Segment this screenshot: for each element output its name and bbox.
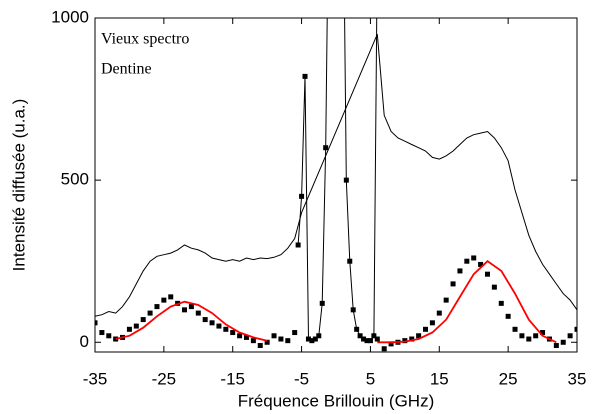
data-point: [388, 341, 394, 347]
data-point: [264, 339, 270, 345]
plot-frame: [94, 17, 578, 353]
data-point: [188, 304, 194, 310]
data-point: [367, 338, 373, 344]
data-point: [429, 320, 435, 326]
data-point: [223, 326, 229, 332]
data-point: [316, 333, 322, 339]
series-line: [115, 260, 557, 344]
data-point: [343, 177, 349, 183]
data-point: [512, 326, 518, 332]
data-point: [147, 310, 153, 316]
data-point: [478, 261, 484, 267]
x-tick-label: -25: [152, 369, 177, 388]
data-point: [519, 333, 525, 339]
data-point: [491, 284, 497, 290]
data-point: [202, 317, 208, 323]
data-point: [374, 336, 380, 342]
data-point: [505, 313, 511, 319]
data-point: [361, 336, 367, 342]
x-tick-label: 35: [568, 369, 587, 388]
y-axis-label: Intensité diffusée (u.a.): [9, 99, 28, 272]
data-point: [409, 336, 415, 342]
data-point: [574, 326, 577, 332]
annotation: Dentine: [101, 61, 152, 78]
data-point: [237, 333, 243, 339]
data-point: [305, 336, 311, 342]
data-point: [553, 343, 559, 349]
data-point: [471, 255, 477, 261]
data-point: [154, 304, 160, 310]
data-point: [450, 281, 456, 287]
data-point: [402, 338, 408, 344]
data-point: [323, 145, 329, 151]
data-point: [250, 338, 256, 344]
plot-area: [95, 18, 577, 352]
data-point: [257, 343, 263, 349]
data-point: [161, 297, 167, 303]
data-point: [106, 333, 112, 339]
x-tick-label: -5: [294, 369, 309, 388]
data-point: [309, 338, 315, 344]
data-point: [292, 330, 298, 336]
data-point: [195, 310, 201, 316]
x-tick-label: -15: [220, 369, 245, 388]
data-point: [560, 339, 566, 345]
x-tick-label: -35: [83, 369, 108, 388]
data-point: [302, 73, 308, 79]
data-point: [285, 338, 291, 344]
data-point: [464, 258, 470, 264]
x-tick-label: 5: [366, 369, 375, 388]
series-line: [297, 18, 378, 342]
data-point: [416, 333, 422, 339]
data-point: [271, 333, 277, 339]
data-point: [99, 330, 105, 336]
series-line: [95, 34, 577, 317]
y-tick-label: 1000: [51, 7, 89, 26]
data-point: [278, 336, 284, 342]
data-point: [364, 338, 370, 344]
y-tick-label: 500: [61, 170, 89, 189]
data-point: [526, 336, 532, 342]
data-point: [436, 310, 442, 316]
data-point: [230, 330, 236, 336]
y-tick-label: 0: [80, 332, 89, 351]
data-point: [182, 307, 188, 313]
data-point: [443, 297, 449, 303]
data-point: [140, 317, 146, 323]
data-point: [168, 294, 174, 300]
data-point: [498, 300, 504, 306]
data-point: [567, 333, 573, 339]
data-point: [209, 320, 215, 326]
annotation: Vieux spectro: [101, 31, 189, 48]
data-point: [319, 300, 325, 306]
data-point: [423, 326, 429, 332]
data-point: [371, 333, 377, 339]
data-point: [457, 268, 463, 274]
data-point: [133, 323, 139, 329]
data-point: [350, 307, 356, 313]
data-point: [299, 193, 305, 199]
data-point: [216, 323, 222, 329]
data-point: [312, 336, 318, 342]
x-axis-label: Fréquence Brillouin (GHz): [238, 391, 435, 410]
data-point: [113, 336, 119, 342]
data-point: [381, 346, 387, 352]
data-point: [95, 320, 98, 326]
data-point: [533, 333, 539, 339]
data-point: [243, 334, 249, 340]
data-point: [540, 330, 546, 336]
data-point: [484, 271, 490, 277]
data-point: [357, 333, 363, 339]
data-point: [126, 326, 132, 332]
x-tick-label: 25: [499, 369, 518, 388]
data-point: [347, 258, 353, 264]
data-point: [354, 326, 360, 332]
data-point: [295, 242, 301, 248]
x-tick-label: 15: [430, 369, 449, 388]
